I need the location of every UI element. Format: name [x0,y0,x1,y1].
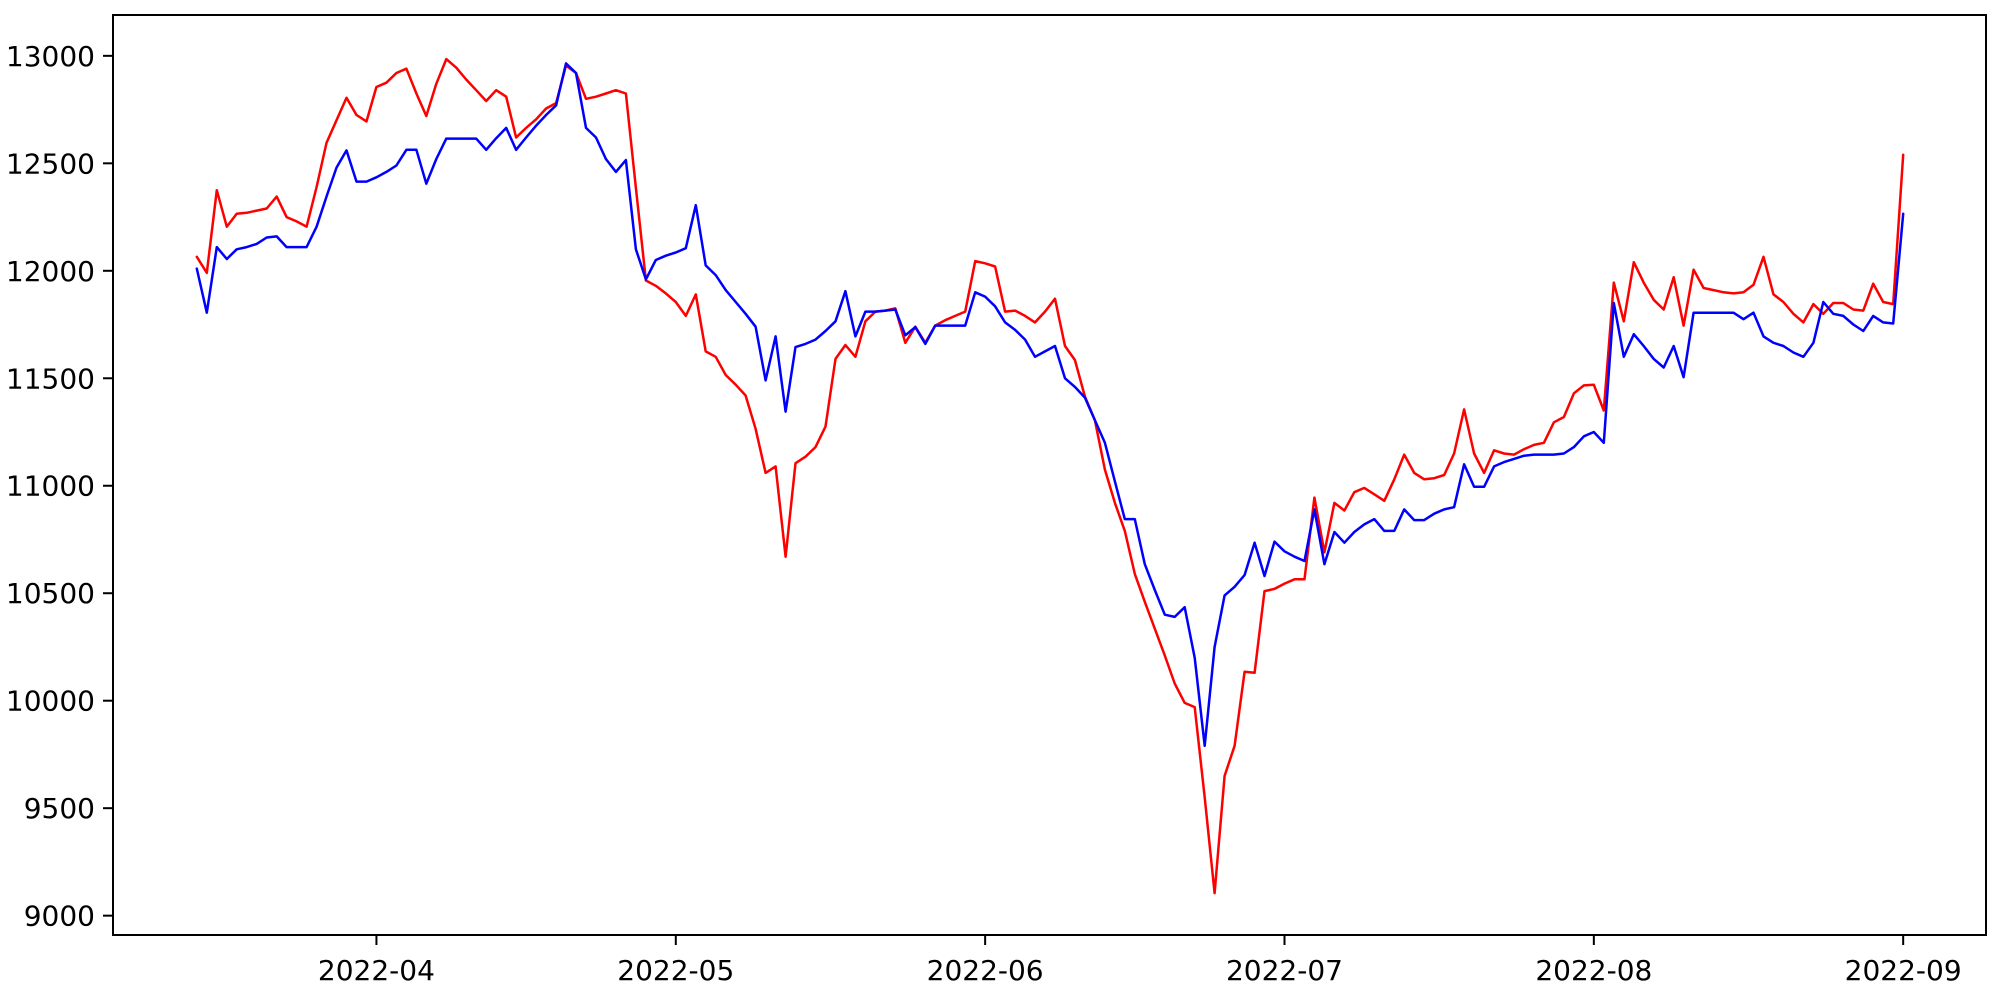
x-tick-label: 2022-04 [318,954,435,987]
y-tick-label: 10500 [6,577,95,610]
series-lines [195,57,1905,895]
y-tick-label: 11500 [6,362,95,395]
y-axis-ticks: 9000 9500 10000 10500 11000 11500 12000 12500 13… [6,40,113,933]
y-tick-label: 12500 [6,147,95,180]
axis-frame [112,14,1987,936]
y-tick-label: 9500 [24,792,95,825]
x-tick-label: 2022-08 [1535,954,1652,987]
y-tick-label: 10000 [6,685,95,718]
x-tick-label: 2022-07 [1226,954,1343,987]
y-tick-label: 9000 [24,900,95,933]
y-tick-label: 12000 [6,255,95,288]
y-tick-label: 11000 [6,470,95,503]
series-red-line [195,57,1905,895]
x-tick-label: 2022-06 [927,954,1044,987]
x-tick-label: 2022-05 [617,954,734,987]
y-tick-label: 13000 [6,40,95,73]
x-axis-ticks: 2022-04 2022-05 2022-06 2022-07 2022-08 2022-… [318,935,1962,987]
series-blue-line [195,62,1905,748]
x-tick-label: 2022-09 [1845,954,1962,987]
plot-area [113,15,1986,935]
